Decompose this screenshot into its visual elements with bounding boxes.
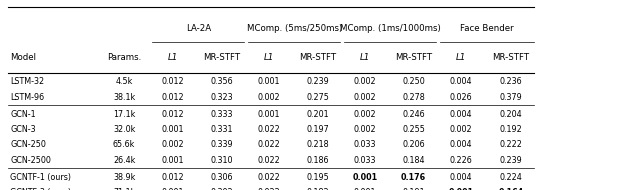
Text: 0.012: 0.012 [162, 93, 184, 101]
Text: 0.226: 0.226 [450, 156, 472, 165]
Text: 0.224: 0.224 [499, 173, 522, 182]
Text: 0.197: 0.197 [306, 125, 329, 134]
Text: 0.339: 0.339 [210, 140, 233, 149]
Text: 17.1k: 17.1k [113, 110, 135, 119]
Text: MR-STFT: MR-STFT [492, 52, 529, 62]
Text: L1: L1 [264, 52, 275, 62]
Text: 0.379: 0.379 [499, 93, 522, 101]
Text: 0.004: 0.004 [450, 77, 472, 86]
Text: 0.356: 0.356 [210, 77, 233, 86]
Text: 0.004: 0.004 [450, 110, 472, 119]
Text: 0.250: 0.250 [402, 77, 425, 86]
Text: 0.323: 0.323 [210, 93, 233, 101]
Text: GCN-2500: GCN-2500 [10, 156, 51, 165]
Text: GCN-1: GCN-1 [10, 110, 36, 119]
Text: 4.5k: 4.5k [115, 77, 133, 86]
Text: 0.001: 0.001 [258, 110, 280, 119]
Text: MR-STFT: MR-STFT [395, 52, 432, 62]
Text: 0.012: 0.012 [162, 77, 184, 86]
Text: 0.246: 0.246 [402, 110, 425, 119]
Text: 0.275: 0.275 [306, 93, 329, 101]
Text: 0.033: 0.033 [354, 156, 376, 165]
Text: 0.001: 0.001 [162, 188, 184, 190]
Text: 0.218: 0.218 [306, 140, 329, 149]
Text: 0.026: 0.026 [450, 93, 472, 101]
Text: 0.176: 0.176 [401, 173, 426, 182]
Text: 0.022: 0.022 [258, 125, 280, 134]
Text: 0.222: 0.222 [499, 140, 522, 149]
Text: 0.182: 0.182 [306, 188, 329, 190]
Text: 0.002: 0.002 [162, 140, 184, 149]
Text: 0.239: 0.239 [499, 156, 522, 165]
Text: 0.333: 0.333 [210, 110, 233, 119]
Text: MR-STFT: MR-STFT [203, 52, 240, 62]
Text: L1: L1 [360, 52, 371, 62]
Text: 38.9k: 38.9k [113, 173, 135, 182]
Text: 65.6k: 65.6k [113, 140, 135, 149]
Text: Model: Model [10, 52, 36, 62]
Text: 0.012: 0.012 [162, 173, 184, 182]
Text: 32.0k: 32.0k [113, 125, 135, 134]
Text: MComp. (1ms/1000ms): MComp. (1ms/1000ms) [340, 24, 441, 33]
Text: 0.001: 0.001 [258, 77, 280, 86]
Text: 0.236: 0.236 [499, 77, 522, 86]
Text: 0.002: 0.002 [354, 110, 376, 119]
Text: 0.001: 0.001 [162, 125, 184, 134]
Text: 0.002: 0.002 [354, 77, 376, 86]
Text: 0.255: 0.255 [402, 125, 425, 134]
Text: GCNTF-1 (ours): GCNTF-1 (ours) [10, 173, 71, 182]
Text: GCN-250: GCN-250 [10, 140, 46, 149]
Text: 0.164: 0.164 [498, 188, 524, 190]
Text: LA-2A: LA-2A [186, 24, 211, 33]
Text: 0.001: 0.001 [354, 188, 376, 190]
Text: 0.002: 0.002 [450, 125, 472, 134]
Text: 0.001: 0.001 [162, 156, 184, 165]
Text: 0.001: 0.001 [353, 173, 378, 182]
Text: 71.1k: 71.1k [113, 188, 135, 190]
Text: 26.4k: 26.4k [113, 156, 135, 165]
Text: 0.201: 0.201 [306, 110, 329, 119]
Text: 0.310: 0.310 [210, 156, 233, 165]
Text: MComp. (5ms/250ms): MComp. (5ms/250ms) [247, 24, 342, 33]
Text: 0.002: 0.002 [354, 125, 376, 134]
Text: MR-STFT: MR-STFT [299, 52, 336, 62]
Text: Params.: Params. [107, 52, 141, 62]
Text: 0.022: 0.022 [258, 140, 280, 149]
Text: 0.192: 0.192 [499, 125, 522, 134]
Text: 0.022: 0.022 [258, 173, 280, 182]
Text: 0.012: 0.012 [162, 110, 184, 119]
Text: 0.278: 0.278 [402, 93, 425, 101]
Text: 0.033: 0.033 [354, 140, 376, 149]
Text: 0.195: 0.195 [306, 173, 329, 182]
Text: 0.022: 0.022 [258, 156, 280, 165]
Text: 0.001: 0.001 [449, 188, 474, 190]
Text: LSTM-96: LSTM-96 [10, 93, 44, 101]
Text: GCNTF-3 (ours): GCNTF-3 (ours) [10, 188, 71, 190]
Text: 0.331: 0.331 [210, 125, 233, 134]
Text: 0.184: 0.184 [402, 156, 425, 165]
Text: 38.1k: 38.1k [113, 93, 135, 101]
Text: 0.204: 0.204 [499, 110, 522, 119]
Text: L1: L1 [168, 52, 179, 62]
Text: 0.022: 0.022 [258, 188, 280, 190]
Text: 0.004: 0.004 [450, 140, 472, 149]
Text: 0.002: 0.002 [258, 93, 280, 101]
Text: LSTM-32: LSTM-32 [10, 77, 44, 86]
Text: 0.186: 0.186 [306, 156, 329, 165]
Text: 0.191: 0.191 [402, 188, 425, 190]
Text: L1: L1 [456, 52, 467, 62]
Text: 0.206: 0.206 [402, 140, 425, 149]
Text: Face Bender: Face Bender [460, 24, 514, 33]
Text: 0.239: 0.239 [306, 77, 329, 86]
Text: 0.002: 0.002 [354, 93, 376, 101]
Text: 0.306: 0.306 [210, 173, 233, 182]
Text: GCN-3: GCN-3 [10, 125, 36, 134]
Text: 0.302: 0.302 [210, 188, 233, 190]
Text: 0.004: 0.004 [450, 173, 472, 182]
